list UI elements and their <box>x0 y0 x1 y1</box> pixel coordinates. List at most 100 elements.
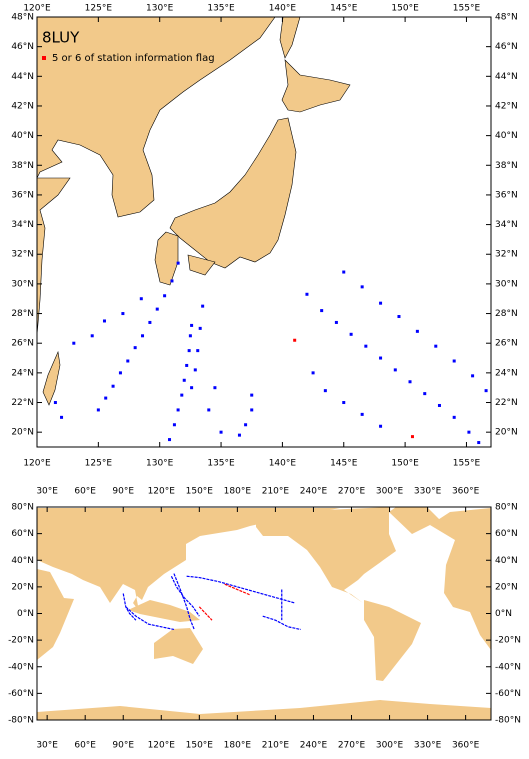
x-tick-label: 135°E <box>207 4 235 14</box>
x-tick-label: 140°E <box>269 4 297 14</box>
legend-swatch <box>42 56 46 60</box>
station <box>423 392 427 396</box>
station <box>434 344 438 348</box>
hokkaido <box>281 59 351 113</box>
y-tick-label: 38°N <box>495 161 518 171</box>
station <box>320 309 324 313</box>
track <box>198 606 213 621</box>
station <box>334 320 338 324</box>
track <box>170 575 200 617</box>
y-tick-label: 38°N <box>11 161 34 171</box>
station <box>437 403 441 407</box>
station <box>379 424 383 428</box>
station <box>148 320 152 324</box>
y-tick-label: 22°N <box>11 398 34 408</box>
y-tick-label: 0°N <box>495 609 512 619</box>
shikoku <box>187 254 216 276</box>
y-tick-label: 46°N <box>11 42 34 52</box>
y-tick-label: -80°N <box>8 716 34 726</box>
station <box>155 307 159 311</box>
station <box>484 389 488 393</box>
y-tick-label: 40°N <box>495 556 518 566</box>
x-tick-label: 210°E <box>262 741 290 751</box>
y-tick-label: 28°N <box>11 309 34 319</box>
track <box>122 593 137 621</box>
y-tick-label: 28°N <box>495 309 518 319</box>
eurasia <box>37 508 340 611</box>
y-tick-label: -60°N <box>495 689 521 699</box>
x-tick-label: 135°E <box>207 459 235 469</box>
station <box>72 341 76 345</box>
x-tick-label: 90°E <box>112 487 134 497</box>
x-tick-label: 155°E <box>453 4 481 14</box>
y-tick-label: 32°N <box>11 250 34 260</box>
y-tick-label: -20°N <box>495 636 521 646</box>
kyushu <box>154 231 179 286</box>
station <box>60 415 64 419</box>
maritime-se-asia <box>128 600 200 622</box>
x-tick-label: 240°E <box>300 741 328 751</box>
y-tick-label: -60°N <box>8 689 34 699</box>
x-tick-label: 90°E <box>112 741 134 751</box>
station <box>172 423 176 427</box>
station <box>190 323 194 327</box>
y-tick-label: 44°N <box>11 72 34 82</box>
top-map-frame <box>36 16 492 448</box>
y-tick-label: 22°N <box>495 398 518 408</box>
station <box>219 430 223 434</box>
y-tick-label: 46°N <box>495 42 518 52</box>
y-tick-label: 40°N <box>495 131 518 141</box>
x-tick-label: 60°E <box>74 741 96 751</box>
station <box>176 408 180 412</box>
flagged-station <box>410 435 414 439</box>
station <box>168 438 172 442</box>
station <box>311 371 315 375</box>
south-america <box>364 600 421 681</box>
y-tick-label: 44°N <box>495 72 518 82</box>
x-tick-label: 360°E <box>452 741 480 751</box>
station <box>118 371 122 375</box>
x-tick-label: 145°E <box>330 4 358 14</box>
station <box>471 374 475 378</box>
africa-west <box>37 569 74 660</box>
y-tick-label: 60°N <box>495 529 518 539</box>
flagged-station <box>293 338 297 342</box>
station <box>139 297 143 301</box>
y-tick-label: 26°N <box>495 339 518 349</box>
station <box>452 359 456 363</box>
station <box>244 423 248 427</box>
x-tick-label: 60°E <box>74 487 96 497</box>
antarctica <box>37 700 491 720</box>
station <box>187 349 191 353</box>
y-tick-label: 20°N <box>495 428 518 438</box>
station <box>198 326 202 330</box>
station <box>180 393 184 397</box>
station <box>323 389 327 393</box>
track <box>224 583 251 596</box>
station <box>201 304 205 308</box>
x-tick-label: 120°E <box>23 459 51 469</box>
x-tick-label: 30°E <box>36 741 58 751</box>
y-tick-label: 34°N <box>495 220 518 230</box>
y-tick-label: 30°N <box>495 279 518 289</box>
track <box>186 575 295 604</box>
y-tick-label: 20°N <box>495 582 518 592</box>
y-tick-label: 40°N <box>11 131 34 141</box>
x-tick-label: 150°E <box>186 487 214 497</box>
station <box>170 279 174 283</box>
station <box>104 396 108 400</box>
station <box>141 334 145 338</box>
x-tick-label: 150°E <box>391 459 419 469</box>
station <box>176 261 180 265</box>
station <box>190 386 194 390</box>
y-tick-label: 20°N <box>11 582 34 592</box>
y-tick-label: -40°N <box>8 662 34 672</box>
station <box>250 393 254 397</box>
y-tick-label: 20°N <box>11 428 34 438</box>
x-tick-label: 240°E <box>300 487 328 497</box>
station <box>102 319 106 323</box>
y-tick-label: 32°N <box>495 250 518 260</box>
track <box>173 573 195 630</box>
y-tick-label: 26°N <box>11 339 34 349</box>
